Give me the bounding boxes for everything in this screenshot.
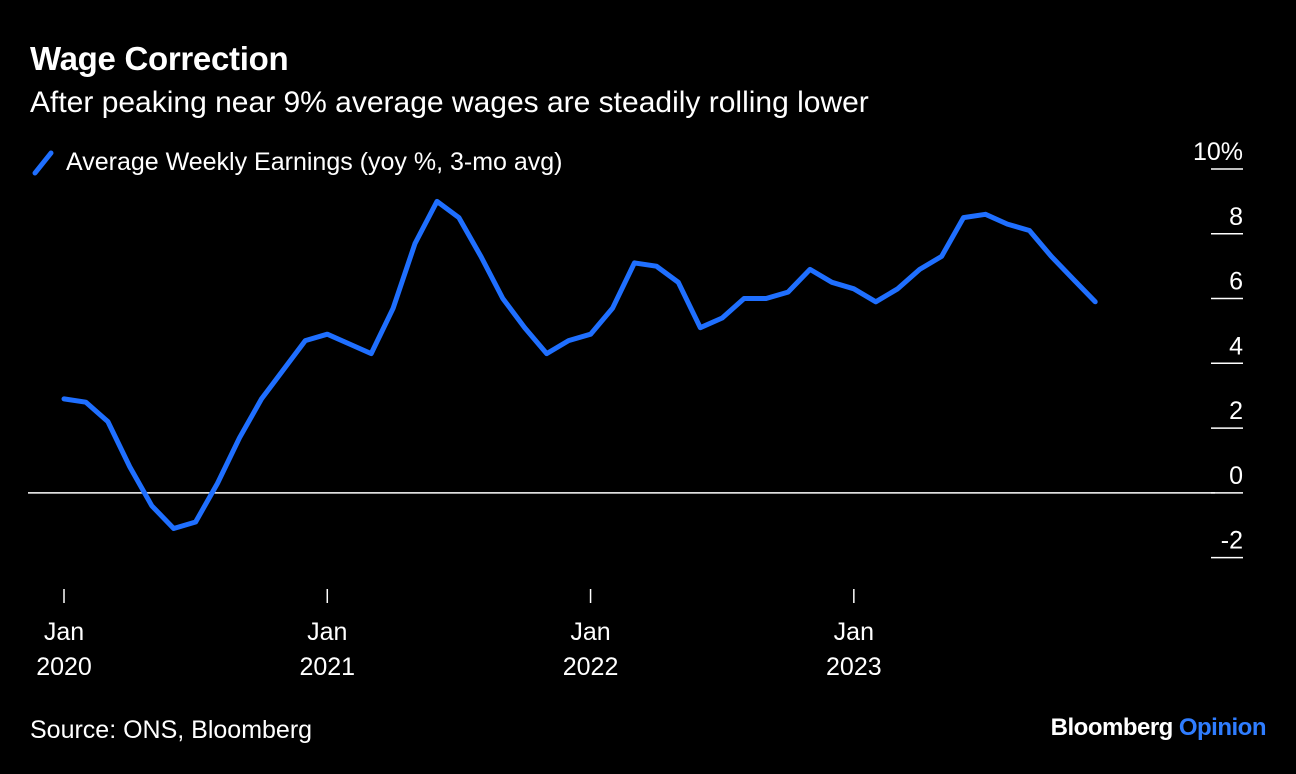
y-tick: 4 bbox=[1211, 332, 1243, 365]
source-note: Source: ONS, Bloomberg bbox=[30, 716, 313, 744]
legend-label: Average Weekly Earnings (yoy %, 3-mo avg… bbox=[66, 148, 563, 176]
x-tick: Jan 2022 bbox=[563, 589, 619, 681]
y-tick: 10% bbox=[1193, 138, 1243, 170]
legend-swatch-icon bbox=[32, 150, 54, 175]
y-tick-label: 8 bbox=[1229, 203, 1243, 231]
y-tick: 6 bbox=[1211, 268, 1243, 300]
legend: Average Weekly Earnings (yoy %, 3-mo avg… bbox=[30, 148, 563, 177]
x-tick: Jan 2020 bbox=[36, 589, 92, 681]
x-tick-label-year: 2021 bbox=[299, 653, 355, 681]
y-tick-label: 4 bbox=[1229, 332, 1243, 360]
series-line-average-weekly-earnings bbox=[61, 198, 1098, 531]
y-tick-label: 10% bbox=[1193, 138, 1243, 166]
y-tick-label: 0 bbox=[1229, 462, 1243, 490]
y-tick-label: 6 bbox=[1229, 268, 1243, 296]
brand-section: Opinion bbox=[1178, 714, 1267, 741]
x-tick: Jan 2021 bbox=[299, 589, 355, 681]
chart-subtitle: After peaking near 9% average wages are … bbox=[30, 86, 869, 119]
x-tick-label-month: Jan bbox=[44, 618, 84, 646]
y-tick: 8 bbox=[1211, 203, 1243, 235]
y-tick: 2 bbox=[1211, 397, 1243, 429]
y-tick: 0 bbox=[1211, 462, 1243, 494]
x-axis: Jan 2020 Jan 2021 Jan 2022 Jan 2023 bbox=[36, 589, 882, 681]
x-tick-label-year: 2023 bbox=[826, 653, 882, 681]
x-tick-label-year: 2020 bbox=[36, 653, 92, 681]
bloomberg-opinion-logo: Bloomberg Opinion bbox=[1050, 714, 1267, 742]
x-tick-label-month: Jan bbox=[570, 618, 610, 646]
y-tick-label: -2 bbox=[1221, 527, 1243, 555]
x-tick-label-year: 2022 bbox=[563, 653, 619, 681]
y-axis: 10% 8 6 4 2 0 -2 bbox=[1193, 138, 1243, 559]
x-tick: Jan 2023 bbox=[826, 589, 882, 681]
chart-title: Wage Correction bbox=[30, 40, 289, 77]
brand-name: Bloomberg bbox=[1050, 714, 1174, 741]
y-tick-label: 2 bbox=[1229, 397, 1243, 425]
x-tick-label-month: Jan bbox=[834, 618, 874, 646]
x-tick-label-month: Jan bbox=[307, 618, 347, 646]
y-tick: -2 bbox=[1211, 527, 1243, 559]
